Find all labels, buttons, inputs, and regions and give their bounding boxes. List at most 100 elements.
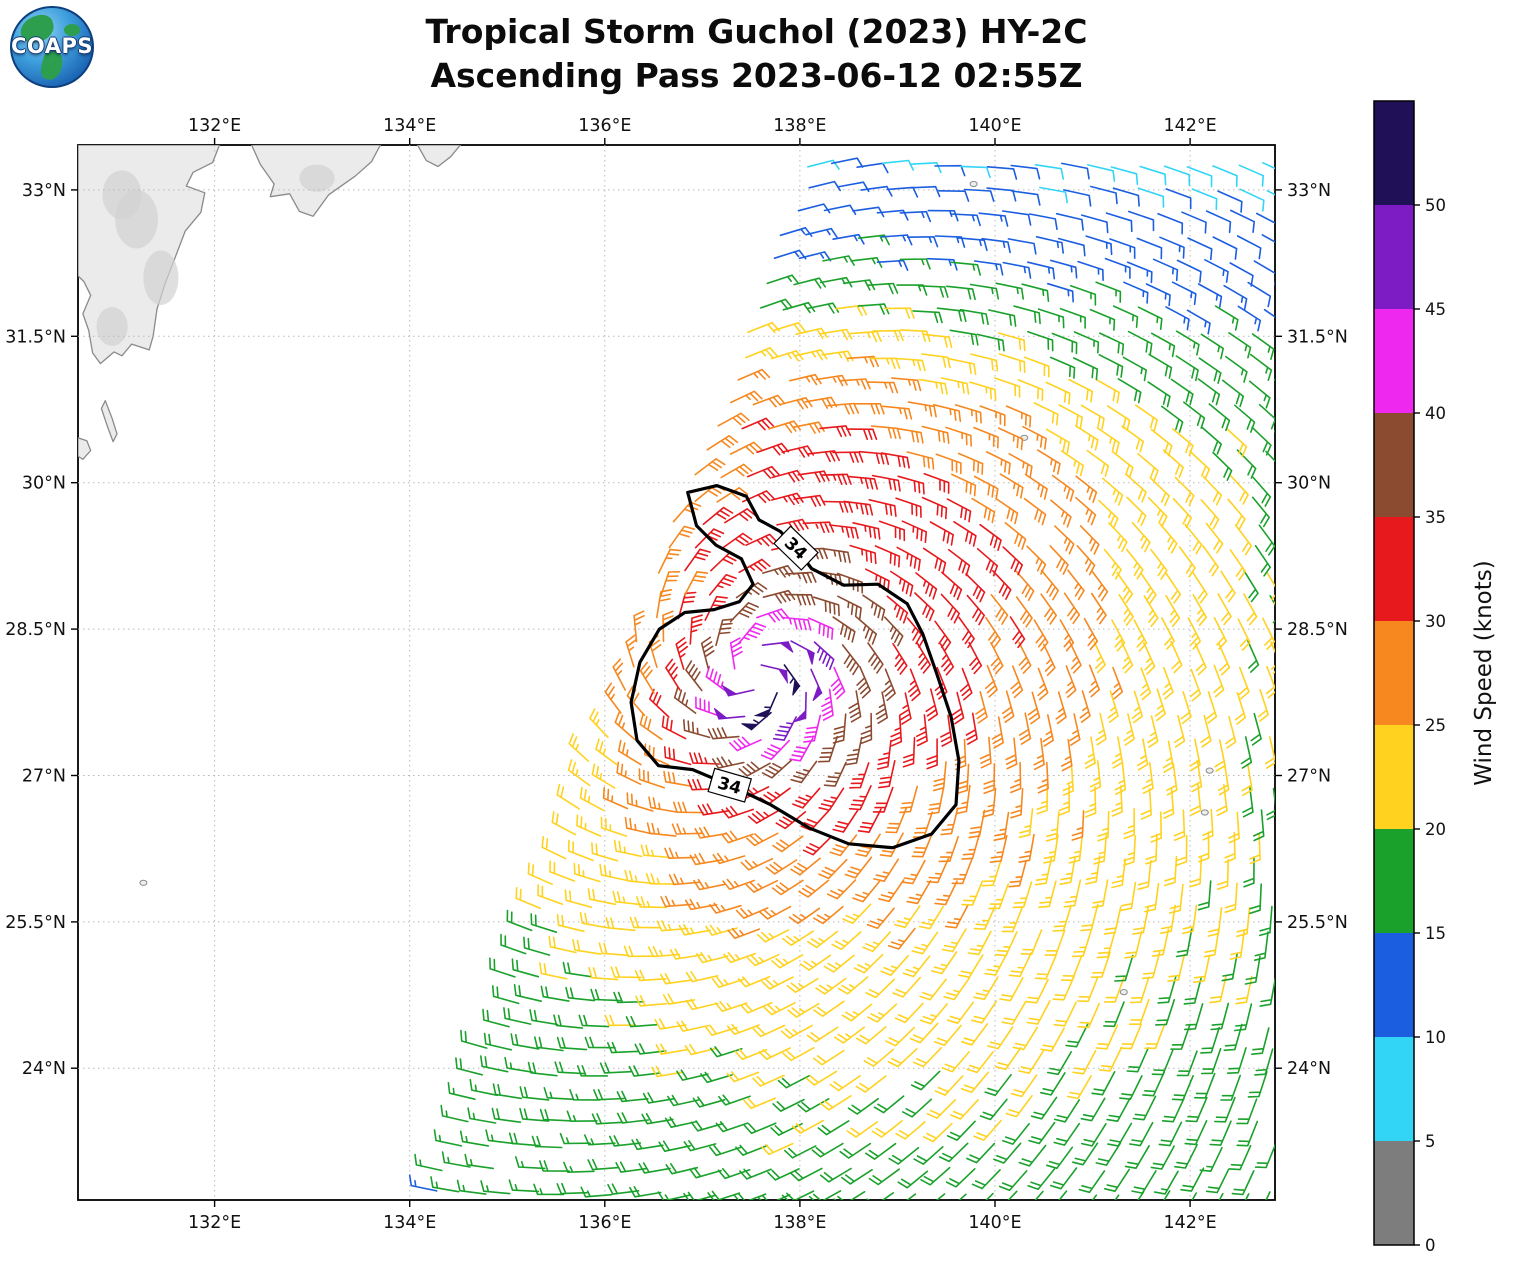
wind-barb xyxy=(1040,593,1057,625)
wind-barb xyxy=(1143,642,1156,675)
wind-barb xyxy=(1165,306,1190,331)
wind-barb xyxy=(1162,666,1174,700)
wind-barb xyxy=(1165,572,1182,604)
wind-barb xyxy=(841,644,860,676)
wind-barb xyxy=(1090,185,1118,205)
wind-barb xyxy=(965,712,978,745)
wind-barb xyxy=(1002,546,1023,576)
wind-barb xyxy=(707,727,740,740)
wind-barb xyxy=(1151,928,1170,957)
wind-barb xyxy=(990,594,1009,625)
wind-barb xyxy=(971,497,996,524)
wind-barb xyxy=(760,298,793,310)
wind-barb xyxy=(1139,165,1167,186)
wind-barb xyxy=(858,450,890,465)
wind-barb xyxy=(916,641,931,674)
wind-barb xyxy=(1021,283,1050,302)
wind-barb xyxy=(1083,617,1099,651)
wind-barb xyxy=(1034,954,1057,980)
wind-barb xyxy=(1235,975,1253,1005)
wind-barb xyxy=(892,642,908,675)
wind-barb xyxy=(1010,788,1024,819)
wind-barb xyxy=(1103,906,1122,935)
wind-barb xyxy=(856,162,889,174)
wind-barb xyxy=(726,1071,760,1083)
wind-barb xyxy=(556,913,585,933)
wind-barb xyxy=(1105,212,1133,233)
wind-barb xyxy=(871,474,901,492)
wind-barb xyxy=(1081,1123,1107,1147)
wind-barb xyxy=(1007,238,1037,255)
wind-barb xyxy=(576,814,602,837)
wind-barb xyxy=(857,808,882,833)
wind-barb xyxy=(1124,930,1143,959)
wind-barb xyxy=(1175,834,1188,866)
wind-barb xyxy=(1007,1190,1018,1200)
wind-barb xyxy=(595,738,618,766)
wind-barb xyxy=(1136,738,1149,771)
colorbar-tick-label: 40 xyxy=(1425,404,1446,423)
wind-barb xyxy=(805,227,838,239)
wind-barb xyxy=(659,571,681,598)
wind-barb xyxy=(1171,281,1197,306)
wind-barb xyxy=(1192,571,1208,604)
wind-barb xyxy=(1175,928,1193,958)
wind-barb xyxy=(852,522,881,540)
wind-barb xyxy=(918,905,944,930)
wind-barb xyxy=(625,1015,658,1028)
wind-barb xyxy=(551,811,577,836)
wind-barb xyxy=(920,1166,951,1186)
wind-barb xyxy=(1111,666,1124,700)
wind-barb xyxy=(1071,810,1085,841)
wind-barb xyxy=(946,1001,974,1024)
wind-barb xyxy=(616,1090,649,1103)
wind-barb xyxy=(1075,425,1099,451)
wind-barb xyxy=(729,736,762,752)
wind-barb xyxy=(761,759,792,779)
wind-barb xyxy=(572,939,602,955)
wind-barb xyxy=(1254,1143,1275,1169)
wind-barb xyxy=(683,719,711,739)
wind-barb xyxy=(941,571,963,601)
wind-barb xyxy=(523,936,551,956)
terrain-shading xyxy=(102,170,142,220)
wind-barb xyxy=(895,357,926,372)
wind-barb xyxy=(539,1160,570,1172)
wind-barb xyxy=(1261,234,1275,243)
wind-barb xyxy=(906,617,926,648)
wind-barb xyxy=(1026,545,1047,575)
wind-barb xyxy=(1023,498,1047,526)
wind-barb xyxy=(1140,667,1152,701)
wind-barb xyxy=(822,500,853,513)
wind-barb xyxy=(1178,546,1196,578)
wind-barb xyxy=(1131,690,1143,724)
wind-barb xyxy=(447,1082,476,1100)
wind-barb xyxy=(853,403,885,415)
wind-barb xyxy=(1068,378,1093,403)
wind-barb xyxy=(1229,474,1249,505)
wind-barb xyxy=(867,1003,898,1023)
wind-barb xyxy=(761,1142,794,1156)
wind-barb xyxy=(1214,305,1239,331)
wind-barb xyxy=(761,976,794,990)
wind-barb xyxy=(743,1097,776,1109)
wind-barb xyxy=(1234,524,1253,556)
wind-barb xyxy=(813,641,835,671)
wind-barb xyxy=(1081,214,1109,234)
wind-barb xyxy=(989,834,1008,863)
wind-barb xyxy=(969,283,1000,300)
wind-barb xyxy=(853,953,884,974)
wind-barb xyxy=(612,658,626,691)
wind-barb-pennant xyxy=(779,641,794,653)
wind-barb xyxy=(1259,978,1275,1007)
wind-barb xyxy=(947,357,977,376)
wind-barb xyxy=(746,465,780,479)
wind-barb xyxy=(862,931,891,953)
wind-barb xyxy=(844,856,873,879)
wind-barb xyxy=(1234,1003,1253,1032)
wind-barb xyxy=(1013,305,1041,325)
wind-barb xyxy=(941,928,967,953)
wind-barb xyxy=(1157,976,1177,1004)
wind-barb xyxy=(823,954,855,973)
wind-barb xyxy=(1145,833,1158,865)
